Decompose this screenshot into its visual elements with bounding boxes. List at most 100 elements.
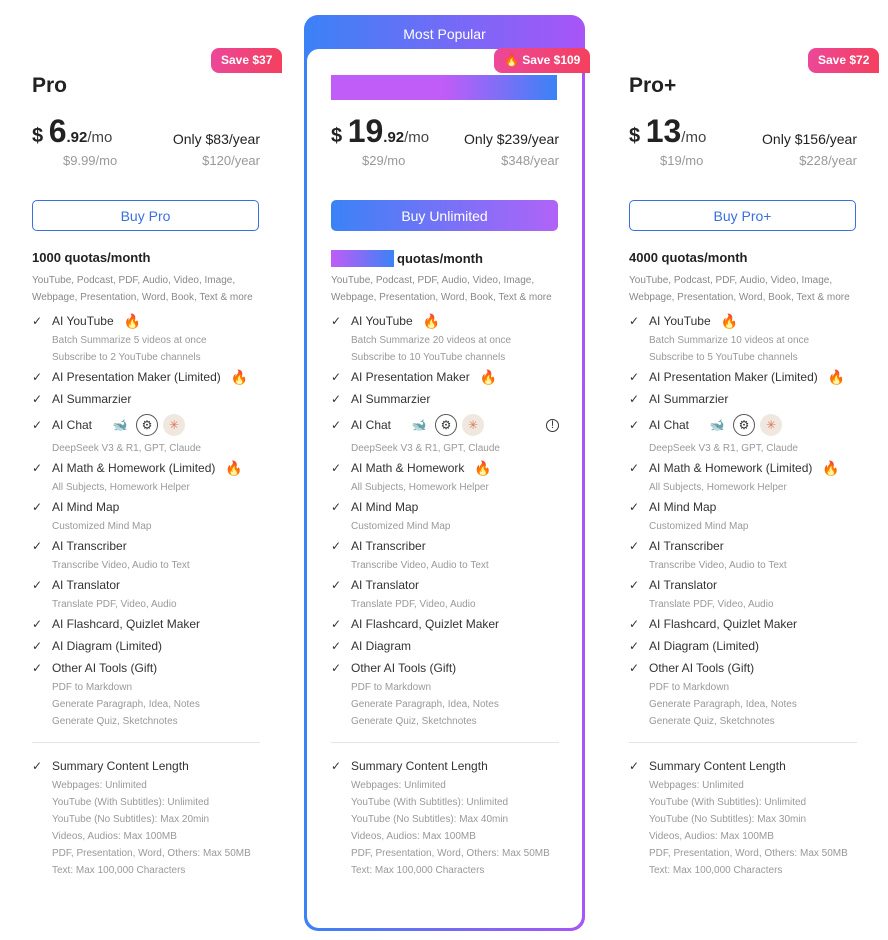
currency: $ [331, 125, 343, 147]
check-icon: ✓ [331, 392, 342, 406]
feature-label: Other AI Tools (Gift) [351, 661, 457, 675]
buy-button[interactable]: Buy Pro [32, 200, 259, 231]
feature-item: ✓ Summary Content Length [331, 755, 559, 777]
check-icon: ✓ [32, 578, 43, 592]
feature-item: ✓ AI Chat 🐋 ⚙ ✳! [331, 410, 559, 440]
feature-detail: Generate Paragraph, Idea, Notes [649, 699, 797, 710]
feature-item: ✓ AI Transcriber [629, 535, 857, 557]
check-icon: ✓ [629, 578, 640, 592]
check-icon: ✓ [629, 759, 640, 773]
check-icon: ✓ [32, 539, 43, 553]
feature-detail: PDF, Presentation, Word, Others: Max 50M… [649, 848, 848, 859]
feature-detail: YouTube (No Subtitles): Max 30min [649, 814, 807, 825]
feature-label: AI Flashcard, Quizlet Maker [52, 617, 201, 631]
feature-label: AI Presentation Maker (Limited) [649, 370, 818, 384]
feature-item: ✓ AI Diagram [331, 635, 559, 657]
feature-label: AI Mind Map [52, 500, 120, 514]
check-icon: ✓ [629, 539, 640, 553]
feature-item: ✓ Other AI Tools (Gift) [331, 657, 559, 679]
save-text: Save $72 [818, 53, 870, 67]
feature-label: AI Summarzier [649, 392, 729, 406]
feature-label: AI Diagram (Limited) [649, 639, 760, 653]
feature-detail: Videos, Audios: Max 100MB [351, 831, 476, 842]
check-icon: ✓ [331, 418, 342, 432]
feature-detail: YouTube (With Subtitles): Unlimited [649, 797, 807, 808]
feature-label: AI Math & Homework (Limited) [52, 461, 216, 475]
buy-button[interactable]: Buy Unlimited [331, 200, 558, 231]
feature-detail: PDF to Markdown [52, 682, 133, 693]
feature-item: ✓ Summary Content Length [32, 755, 260, 777]
feature-item: ✓ AI Mind Map [331, 496, 559, 518]
feature-detail: Webpages: Unlimited [649, 780, 744, 791]
info-icon[interactable]: ! [546, 418, 559, 432]
feature-detail: Webpages: Unlimited [52, 780, 147, 791]
supported-formats: YouTube, Podcast, PDF, Audio, Video, Ima… [629, 275, 850, 303]
check-icon: ✓ [331, 639, 342, 653]
feature-detail: Generate Quiz, Sketchnotes [52, 716, 178, 727]
feature-detail: Subscribe to 10 YouTube channels [351, 352, 506, 363]
feature-item: ✓ AI YouTube 🔥 [629, 310, 857, 332]
feature-detail: PDF, Presentation, Word, Others: Max 50M… [351, 848, 550, 859]
feature-item: ✓ AI Transcriber [32, 535, 260, 557]
fire-icon: 🔥 [827, 368, 846, 385]
feature-label: AI Summarzier [52, 392, 132, 406]
feature-item: ✓ Summary Content Length [629, 755, 857, 777]
most-popular-label: Most Popular [403, 26, 486, 42]
check-icon: ✓ [32, 314, 43, 328]
feature-label: AI Chat [52, 418, 93, 432]
check-icon: ✓ [32, 759, 43, 773]
buy-button[interactable]: Buy Pro+ [629, 200, 856, 231]
fire-icon: 🔥 [230, 368, 249, 385]
feature-item: ✓ AI Transcriber [331, 535, 559, 557]
check-icon: ✓ [629, 392, 640, 406]
original-yearly-price: $228/year [799, 153, 857, 168]
feature-detail: Customized Mind Map [351, 521, 451, 532]
feature-label: AI Transcriber [52, 539, 127, 553]
feature-detail: DeepSeek V3 & R1, GPT, Claude [52, 443, 201, 454]
feature-list: ✓ AI YouTube 🔥 Batch Summarize 20 videos at… [331, 310, 559, 879]
check-icon: ✓ [629, 418, 640, 432]
model-icons: 🐋 ⚙ ✳ [104, 414, 186, 436]
feature-item: ✓ AI Presentation Maker 🔥 [331, 366, 559, 388]
feature-detail: Batch Summarize 20 videos at once [351, 335, 512, 346]
check-icon: ✓ [32, 370, 43, 384]
model-icons: 🐋 ⚙ ✳ [701, 414, 783, 436]
divider [331, 742, 559, 743]
feature-detail: DeepSeek V3 & R1, GPT, Claude [351, 443, 500, 454]
price: $ 6.92/mo [32, 113, 112, 150]
feature-detail: Generate Quiz, Sketchnotes [649, 716, 775, 727]
feature-label: AI Mind Map [351, 500, 419, 514]
feature-item: ✓ AI Flashcard, Quizlet Maker [331, 613, 559, 635]
feature-item: ✓ AI Translator [32, 574, 260, 596]
feature-label: AI Math & Homework [351, 461, 465, 475]
quota-text: 4000 quotas/month [629, 250, 748, 265]
yearly-price: Only $156/year [762, 131, 857, 147]
feature-detail: Batch Summarize 5 videos at once [52, 335, 207, 346]
check-icon: ✓ [331, 314, 342, 328]
claude-icon: ✳ [163, 414, 186, 436]
plan-name: Pro+ [629, 74, 677, 97]
feature-detail: Text: Max 100,000 Characters [351, 865, 485, 876]
openai-icon: ⚙ [733, 414, 756, 436]
check-icon: ✓ [32, 661, 43, 675]
feature-item: ✓ AI Math & Homework 🔥 [331, 457, 559, 479]
check-icon: ✓ [32, 461, 43, 475]
feature-label: AI Presentation Maker (Limited) [52, 370, 221, 384]
feature-detail: Generate Quiz, Sketchnotes [351, 716, 477, 727]
feature-detail: All Subjects, Homework Helper [649, 482, 787, 493]
feature-item: ✓ AI Diagram (Limited) [629, 635, 857, 657]
original-monthly-price: $19/mo [660, 153, 704, 168]
feature-item: ✓ AI Translator [629, 574, 857, 596]
check-icon: ✓ [629, 314, 640, 328]
feature-list: ✓ AI YouTube 🔥 Batch Summarize 5 videos at … [32, 310, 260, 879]
feature-label: AI Flashcard, Quizlet Maker [351, 617, 500, 631]
yearly-price: Only $83/year [172, 131, 260, 147]
feature-detail: Customized Mind Map [52, 521, 152, 532]
check-icon: ✓ [32, 617, 43, 631]
feature-detail: Transcribe Video, Audio to Text [649, 560, 787, 571]
feature-label: Summary Content Length [649, 759, 786, 773]
feature-detail: Generate Paragraph, Idea, Notes [351, 699, 499, 710]
feature-item: ✓ AI Summarzier [629, 388, 857, 410]
check-icon: ✓ [629, 461, 640, 475]
divider [32, 742, 260, 743]
